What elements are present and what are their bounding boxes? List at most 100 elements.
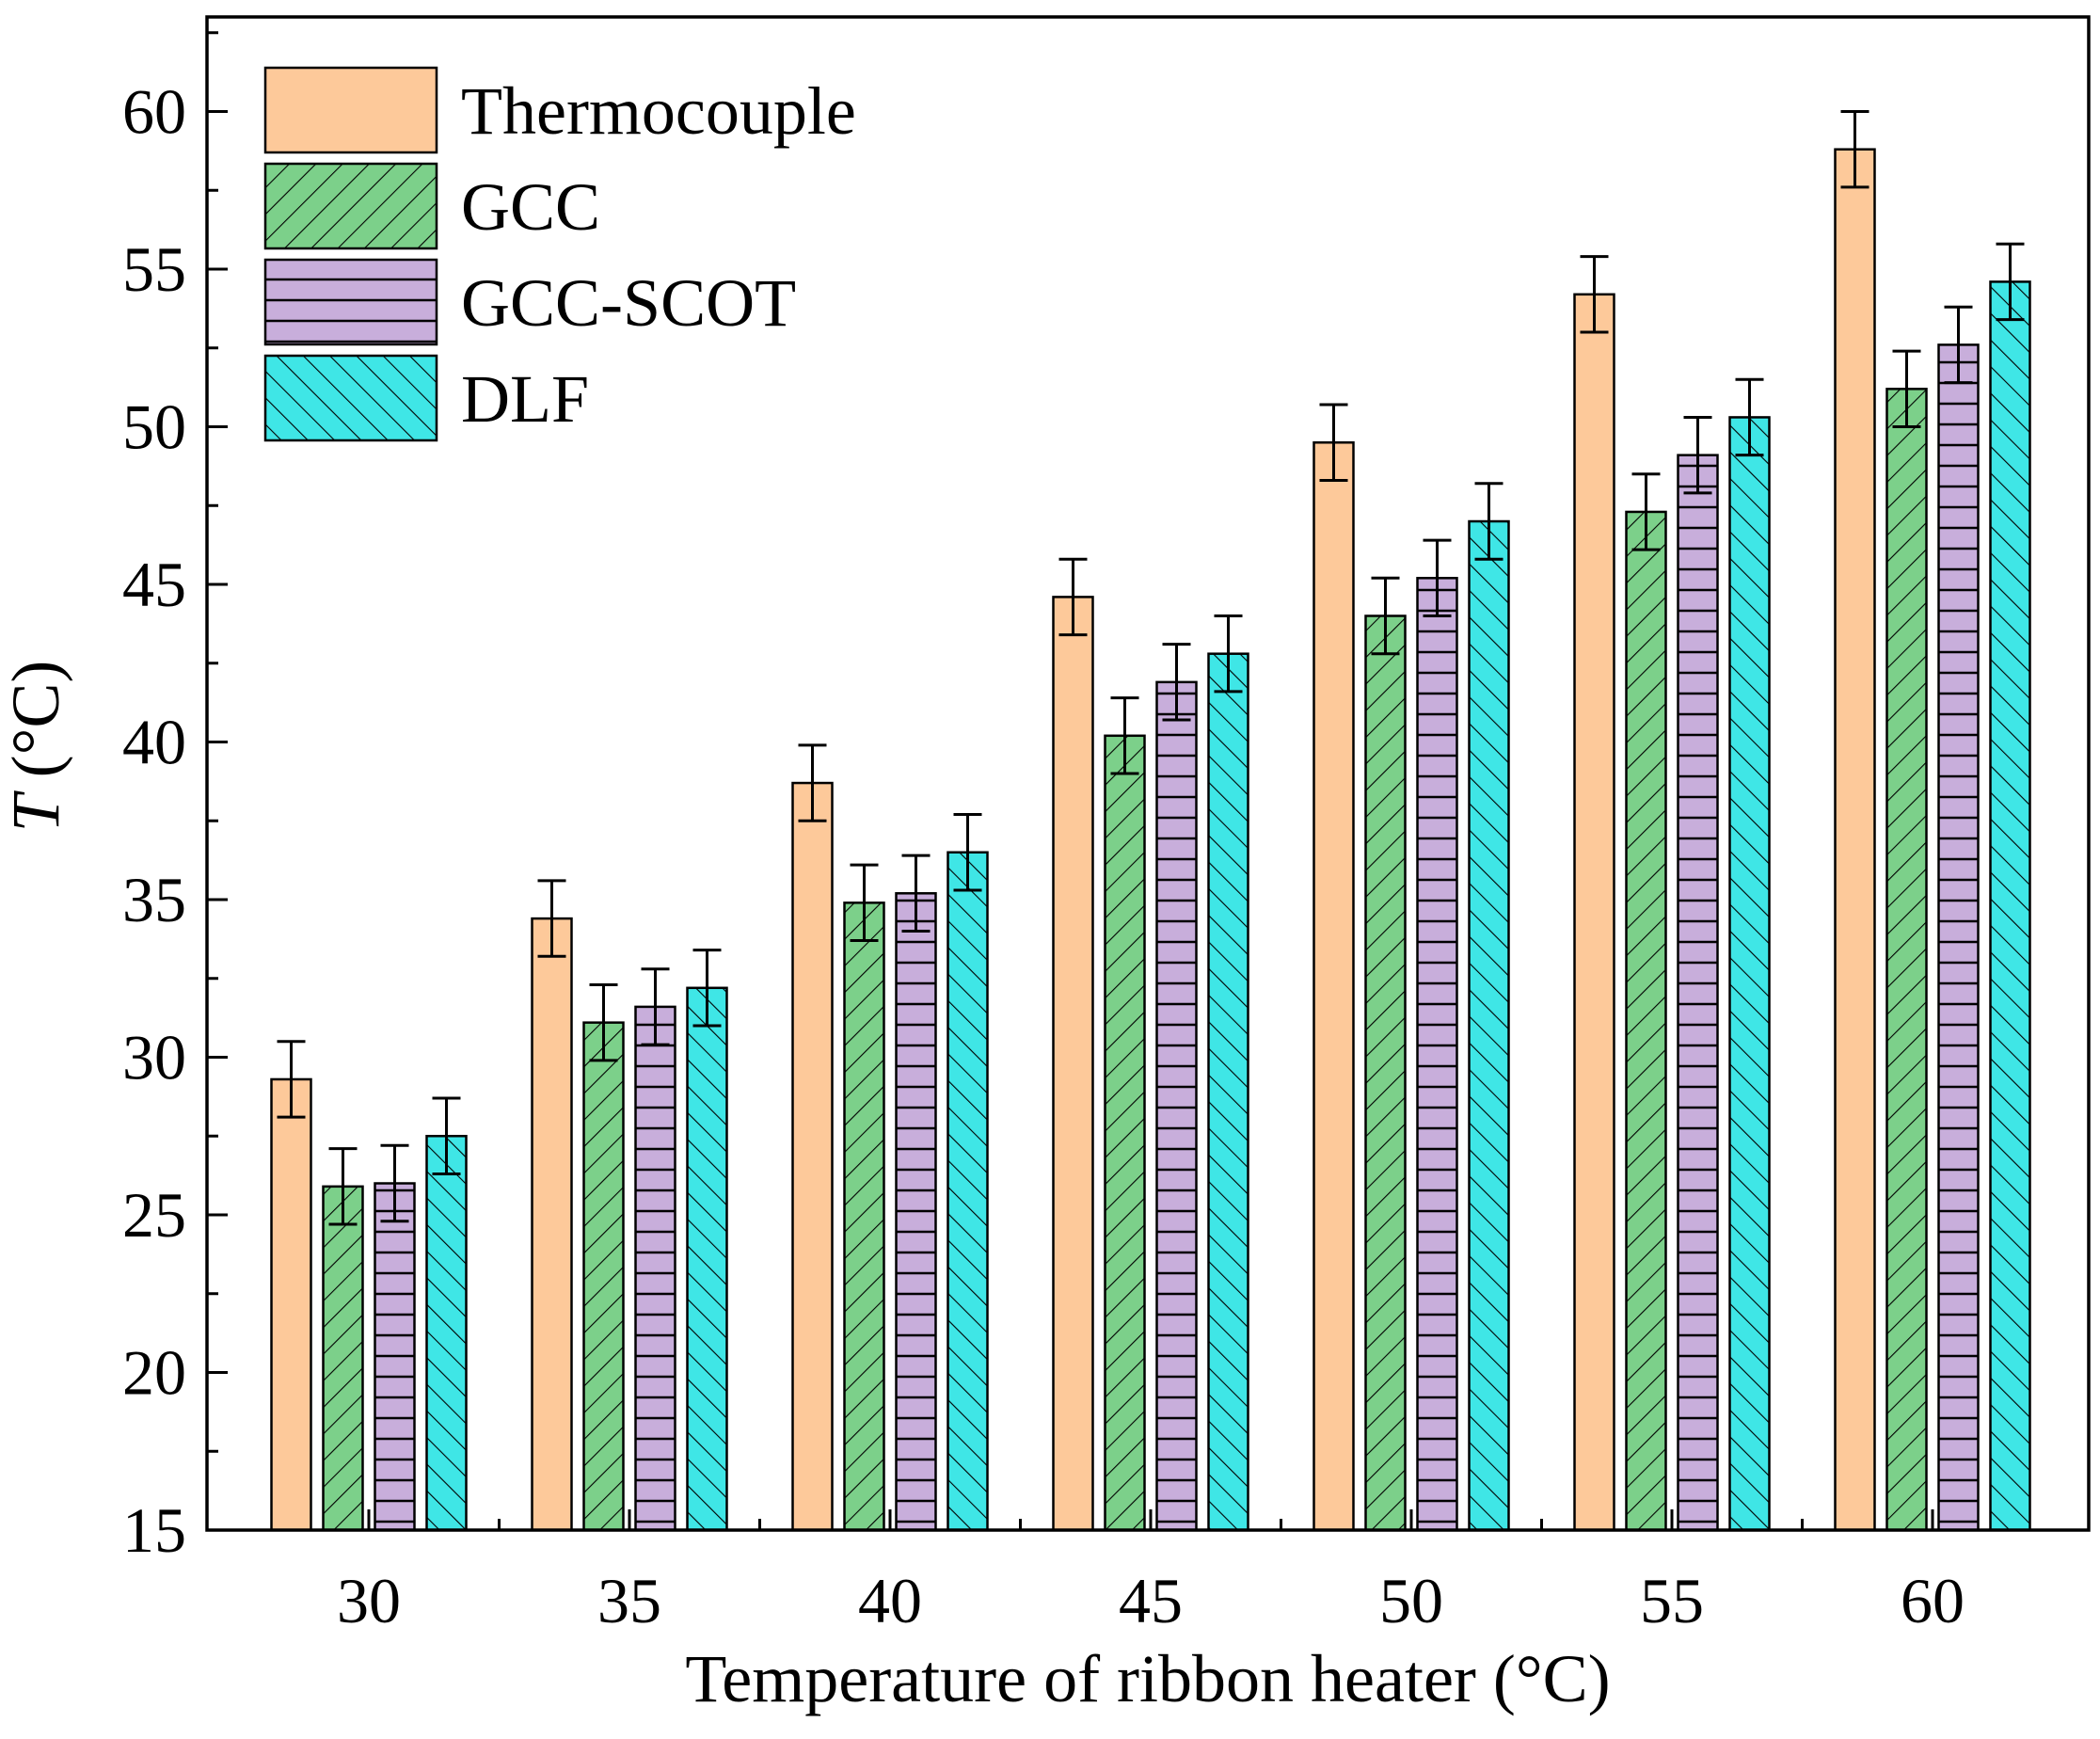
error-bar-gcc-40 bbox=[850, 863, 879, 943]
bar-thermocouple-35 bbox=[531, 917, 573, 1532]
bar-dlf-40 bbox=[947, 851, 989, 1532]
bar-dlf-30 bbox=[425, 1135, 468, 1532]
error-bar-gcc-scot-35 bbox=[641, 967, 670, 1046]
bar-fill bbox=[792, 783, 833, 1530]
bar-fill bbox=[1574, 294, 1615, 1530]
y-axis-title-symbol: T bbox=[0, 790, 73, 832]
bar-pattern bbox=[1365, 615, 1406, 1530]
error-bar-thermocouple-55 bbox=[1580, 255, 1609, 334]
bar-pattern bbox=[1886, 389, 1927, 1530]
error-bar-gcc-scot-55 bbox=[1683, 415, 1712, 495]
bar-pattern bbox=[1469, 521, 1509, 1530]
bar-pattern bbox=[687, 987, 727, 1530]
legend-swatch-outline bbox=[263, 66, 438, 154]
bar-gcc-scot-60 bbox=[1937, 343, 1980, 1532]
bar-thermocouple-30 bbox=[270, 1077, 312, 1532]
legend-swatch-outline bbox=[263, 162, 438, 250]
bar-gcc-45 bbox=[1104, 734, 1146, 1532]
bar-pattern bbox=[1417, 578, 1457, 1530]
y-tick-label: 15 bbox=[122, 1494, 186, 1566]
legend-swatch-pattern bbox=[265, 260, 437, 344]
bar-pattern bbox=[1678, 455, 1718, 1530]
error-bar-thermocouple-60 bbox=[1840, 110, 1869, 189]
bar-gcc-scot-50 bbox=[1416, 577, 1458, 1532]
legend-swatch-pattern bbox=[265, 164, 437, 248]
bar-gcc-40 bbox=[843, 901, 885, 1532]
error-bar-dlf-35 bbox=[692, 949, 722, 1028]
legend-label: GCC bbox=[461, 169, 600, 245]
legend-item-dlf: DLF bbox=[263, 354, 589, 442]
bar-fill bbox=[532, 918, 572, 1530]
error-bar-dlf-45 bbox=[1214, 614, 1243, 694]
bar-pattern bbox=[1626, 511, 1666, 1531]
error-bar-gcc-50 bbox=[1371, 576, 1400, 656]
x-tick-label: 50 bbox=[1379, 1565, 1443, 1636]
error-bar-thermocouple-40 bbox=[798, 743, 827, 822]
plot-frame bbox=[205, 15, 2091, 1532]
bar-dlf-35 bbox=[686, 986, 728, 1532]
y-axis-title: T (°C) bbox=[0, 661, 73, 833]
error-bar-gcc-30 bbox=[328, 1147, 358, 1226]
bar-thermocouple-55 bbox=[1573, 293, 1615, 1532]
error-bar-gcc-55 bbox=[1631, 472, 1661, 551]
error-bar-gcc-scot-60 bbox=[1944, 305, 1973, 385]
bar-pattern bbox=[896, 893, 936, 1530]
x-tick-label: 60 bbox=[1901, 1565, 1965, 1636]
x-tick-label: 30 bbox=[337, 1565, 401, 1636]
error-bar-thermocouple-30 bbox=[277, 1040, 306, 1119]
bar-dlf-55 bbox=[1728, 416, 1771, 1532]
x-tick-label: 55 bbox=[1640, 1565, 1704, 1636]
error-bar-gcc-scot-45 bbox=[1162, 643, 1191, 722]
error-bar-dlf-50 bbox=[1474, 482, 1503, 561]
bar-gcc-scot-55 bbox=[1677, 454, 1719, 1532]
bar-dlf-60 bbox=[1989, 280, 2031, 1532]
bar-fill bbox=[1835, 149, 1875, 1531]
error-bar-dlf-60 bbox=[1996, 242, 2025, 322]
legend-item-gcc-scot: GCC-SCOT bbox=[263, 258, 796, 346]
axes-layer bbox=[205, 15, 2091, 1532]
error-bar-dlf-55 bbox=[1735, 377, 1764, 457]
ticks-layer: 15 20 25 30 35 40 45 50 55 60 30 35 40 45 50 55 60 bbox=[122, 31, 1965, 1636]
bar-gcc-35 bbox=[582, 1021, 625, 1532]
bar-pattern bbox=[1729, 417, 1770, 1531]
bar-thermocouple-40 bbox=[791, 781, 834, 1532]
bar-dlf-50 bbox=[1468, 519, 1510, 1532]
legend-swatch-outline bbox=[263, 258, 438, 346]
x-tick-label: 45 bbox=[1119, 1565, 1183, 1636]
y-axis-title-unit: (°C) bbox=[0, 661, 73, 795]
legend-item-thermocouple: Thermocouple bbox=[263, 66, 856, 154]
y-tick-label: 30 bbox=[122, 1022, 186, 1093]
bars-layer bbox=[270, 148, 2031, 1532]
legend-swatch bbox=[265, 68, 437, 152]
bar-fill bbox=[1313, 442, 1354, 1530]
error-bar-dlf-30 bbox=[432, 1096, 461, 1175]
bar-pattern bbox=[426, 1136, 467, 1530]
error-bar-gcc-35 bbox=[589, 982, 618, 1062]
bar-fill bbox=[271, 1078, 311, 1530]
bar-pattern bbox=[844, 902, 884, 1530]
x-axis-title: Temperature of ribbon heater (°C) bbox=[685, 1641, 1610, 1716]
bar-thermocouple-45 bbox=[1052, 596, 1094, 1532]
legend-item-gcc: GCC bbox=[263, 162, 600, 250]
bar-dlf-45 bbox=[1207, 652, 1249, 1532]
bar-pattern bbox=[1208, 653, 1249, 1530]
error-bar-gcc-45 bbox=[1110, 696, 1139, 775]
x-tick-label: 35 bbox=[597, 1565, 661, 1636]
error-bars-layer bbox=[277, 110, 2025, 1226]
bar-pattern bbox=[1938, 344, 1979, 1530]
legend-label: Thermocouple bbox=[461, 73, 856, 149]
error-bar-gcc-60 bbox=[1892, 349, 1921, 428]
bar-pattern bbox=[635, 1006, 676, 1530]
error-bar-thermocouple-50 bbox=[1319, 403, 1348, 482]
legend-swatch-pattern bbox=[265, 356, 437, 440]
y-tick-label: 20 bbox=[122, 1337, 186, 1409]
bar-pattern bbox=[1990, 281, 2030, 1530]
bar-pattern bbox=[1156, 681, 1197, 1530]
y-tick-label: 45 bbox=[122, 549, 186, 620]
x-tick-label: 40 bbox=[858, 1565, 922, 1636]
legend-label: DLF bbox=[461, 361, 589, 437]
bar-pattern bbox=[947, 852, 988, 1530]
y-tick-label: 55 bbox=[122, 233, 186, 305]
